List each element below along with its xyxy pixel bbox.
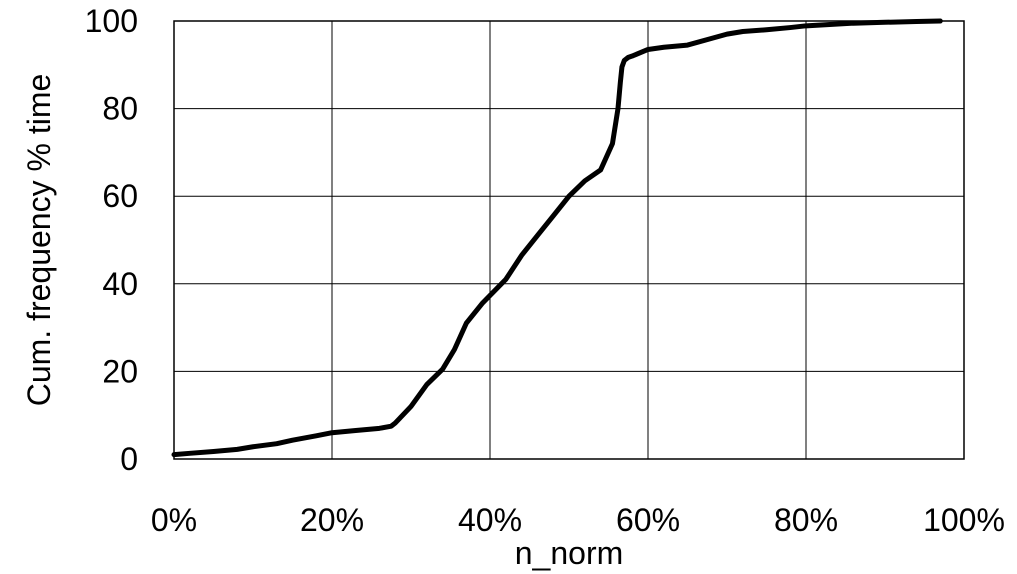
x-tick-label: 100% (923, 502, 1005, 538)
x-tick-labels: 0% 20% 40% 60% 80% 100% (151, 502, 1005, 538)
y-tick-label: 20 (102, 353, 138, 389)
x-tick-label: 60% (616, 502, 680, 538)
x-tick-label: 40% (458, 502, 522, 538)
plot-area-frame (173, 20, 965, 460)
y-tick-label: 40 (102, 266, 138, 302)
x-axis-title: n_norm (515, 535, 624, 571)
y-tick-label: 100 (85, 3, 138, 39)
y-axis-title: Cum. frequency % time (21, 74, 57, 407)
x-tick-label: 20% (300, 502, 364, 538)
series-layer (171, 18, 943, 458)
x-tick-label: 0% (151, 502, 197, 538)
y-tick-label: 80 (102, 91, 138, 127)
y-tick-labels: 0 20 40 60 80 100 (85, 3, 138, 477)
series-line-cumulative-frequency (171, 18, 943, 458)
x-tick-label: 80% (774, 502, 838, 538)
grid-lines (173, 20, 965, 460)
y-tick-label: 0 (120, 441, 138, 477)
y-tick-label: 60 (102, 178, 138, 214)
